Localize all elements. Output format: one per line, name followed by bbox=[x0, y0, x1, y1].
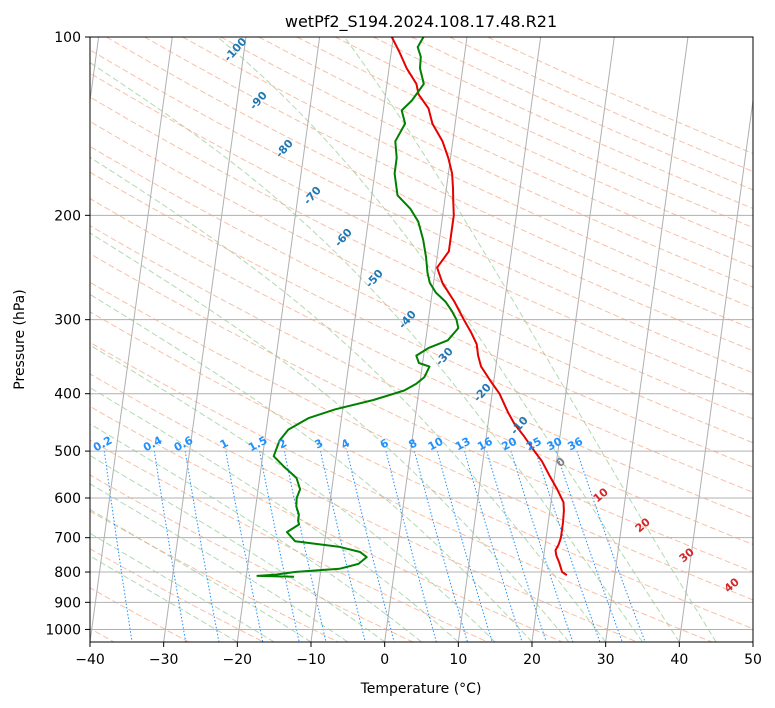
isotherm-line bbox=[384, 37, 468, 642]
x-tick-label: 50 bbox=[744, 652, 762, 668]
y-tick-label: 600 bbox=[54, 491, 81, 507]
mixing-ratio-label: 25 bbox=[524, 435, 544, 454]
isotherm-line bbox=[163, 37, 247, 642]
x-tick-label: −40 bbox=[75, 652, 105, 668]
moist-adiabat-line bbox=[90, 423, 422, 642]
dry-adiabat-line bbox=[90, 225, 753, 546]
moist-adiabat-line bbox=[90, 483, 349, 642]
dry-adiabat-line bbox=[90, 373, 638, 642]
mixing-ratio-line bbox=[555, 450, 623, 642]
y-tick-label: 500 bbox=[54, 444, 81, 460]
dry-adiabats bbox=[90, 37, 753, 642]
x-tick-label: −30 bbox=[149, 652, 179, 668]
y-tick-label: 100 bbox=[54, 30, 81, 46]
mixing-ratio-label: 13 bbox=[453, 435, 473, 454]
mixing-ratio-label: 10 bbox=[426, 435, 446, 454]
plot-frame bbox=[89, 36, 754, 643]
dry-adiabat-line bbox=[144, 37, 753, 330]
dry-adiabat-line bbox=[90, 96, 753, 420]
moist-adiabat-line bbox=[90, 454, 385, 642]
y-tick-label: 700 bbox=[54, 531, 81, 547]
isotherm-line bbox=[531, 37, 615, 642]
y-axis-label: Pressure (hPa) bbox=[12, 289, 28, 389]
moist-adiabat-line bbox=[90, 532, 275, 642]
mixing-ratio-line bbox=[414, 450, 468, 642]
x-tick-label: 40 bbox=[670, 652, 688, 668]
moist-adiabat-line bbox=[343, 37, 717, 642]
x-tick-label: 30 bbox=[597, 652, 615, 668]
mixing-ratio-line bbox=[103, 451, 133, 642]
y-tick-label: 900 bbox=[54, 595, 81, 611]
temperature-line bbox=[390, 37, 568, 577]
x-axis-ticks: −40 −30 −20 −10 0 10 20 30 40 50 bbox=[75, 642, 762, 668]
y-tick-label: 1000 bbox=[45, 622, 81, 638]
y-tick-label: 800 bbox=[54, 565, 81, 581]
mixing-ratio-line bbox=[385, 450, 437, 642]
mixing-ratio-line bbox=[535, 450, 601, 642]
chart-title: wetPf2_S194.2024.108.17.48.R21 bbox=[285, 12, 557, 32]
dry-adiabat-line bbox=[90, 311, 753, 630]
isotherm-line bbox=[90, 37, 173, 642]
mixing-ratio-label: 30 bbox=[545, 435, 565, 454]
moist-adiabat-line bbox=[90, 232, 570, 642]
plot-area: -100-90-80-70-60-50-40-30-20-100.10.20.4… bbox=[90, 37, 753, 642]
y-tick-label: 300 bbox=[54, 313, 81, 329]
mixing-ratio-line bbox=[486, 450, 547, 642]
dry-adiabat-line bbox=[90, 253, 753, 573]
y-tick-label: 200 bbox=[54, 208, 81, 224]
x-axis-label: Temperature (°C) bbox=[360, 681, 482, 697]
dry-adiabat-line bbox=[106, 37, 753, 352]
moist-adiabat-line bbox=[90, 61, 643, 642]
dewpoint-line bbox=[256, 37, 460, 578]
moist-adiabat-line bbox=[90, 386, 459, 642]
mixing-ratio-label: 36 bbox=[565, 435, 585, 454]
x-tick-label: 10 bbox=[449, 652, 467, 668]
isotherm-line bbox=[605, 37, 689, 642]
x-tick-label: 20 bbox=[523, 652, 541, 668]
mixing-ratio-label: 16 bbox=[475, 435, 495, 454]
isotherm-line bbox=[457, 37, 542, 642]
dry-adiabat-line bbox=[90, 405, 563, 642]
x-tick-label: −20 bbox=[223, 652, 253, 668]
dry-adiabat-line bbox=[90, 120, 753, 444]
moist-adiabat-line bbox=[90, 344, 496, 642]
moist-adiabat-line bbox=[90, 555, 238, 642]
dry-adiabat-line bbox=[90, 171, 753, 493]
y-tick-label: 400 bbox=[54, 387, 81, 403]
isotherm-line bbox=[310, 37, 394, 642]
dry-adiabat-line bbox=[182, 37, 753, 309]
mixing-ratio-lines bbox=[103, 450, 646, 642]
moist-adiabat-line bbox=[217, 37, 680, 642]
dry-adiabat-line bbox=[90, 341, 712, 642]
dry-adiabat-line bbox=[90, 439, 488, 642]
mixing-ratio-label: 20 bbox=[499, 435, 519, 454]
moist-adiabat-line bbox=[90, 156, 607, 642]
profile-series bbox=[256, 37, 568, 578]
pressure-gridlines bbox=[90, 37, 753, 630]
mixing-ratio-line bbox=[510, 450, 574, 642]
isotherm-line bbox=[236, 37, 321, 642]
dry-adiabat-line bbox=[220, 37, 753, 288]
x-tick-label: 0 bbox=[380, 652, 389, 668]
mixing-ratio-line bbox=[320, 450, 366, 642]
x-tick-label: −10 bbox=[296, 652, 326, 668]
y-axis-ticks: 100 200 300 400 500 600 700 800 900 1000 bbox=[45, 30, 90, 638]
isotherm-line bbox=[678, 96, 753, 642]
isotherm-gridlines bbox=[90, 37, 753, 642]
dry-adiabat-line bbox=[90, 145, 753, 468]
